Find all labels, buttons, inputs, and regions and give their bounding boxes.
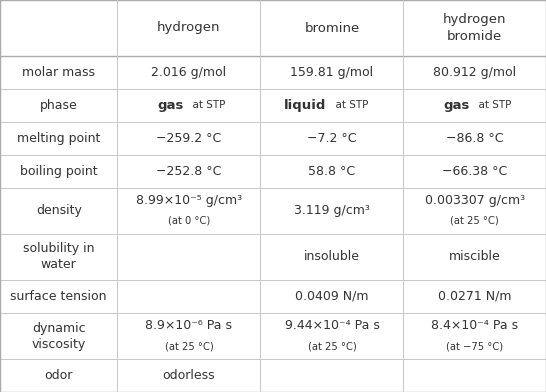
- Text: (at −75 °C): (at −75 °C): [446, 341, 503, 351]
- Text: (at 25 °C): (at 25 °C): [164, 341, 213, 351]
- Text: (at 25 °C): (at 25 °C): [307, 341, 357, 351]
- Text: at STP: at STP: [472, 100, 512, 111]
- Text: dynamic
viscosity: dynamic viscosity: [32, 321, 86, 350]
- Text: liquid: liquid: [284, 99, 327, 112]
- Text: 0.003307 g/cm³: 0.003307 g/cm³: [425, 194, 525, 207]
- Text: 9.44×10⁻⁴ Pa s: 9.44×10⁻⁴ Pa s: [284, 319, 379, 332]
- Text: odor: odor: [45, 369, 73, 382]
- Text: solubility in
water: solubility in water: [23, 242, 94, 271]
- Text: insoluble: insoluble: [304, 250, 360, 263]
- Text: 3.119 g/cm³: 3.119 g/cm³: [294, 204, 370, 217]
- Text: 159.81 g/mol: 159.81 g/mol: [290, 66, 373, 79]
- Text: surface tension: surface tension: [10, 290, 107, 303]
- Text: −252.8 °C: −252.8 °C: [156, 165, 222, 178]
- Text: odorless: odorless: [163, 369, 215, 382]
- Text: 0.0271 N/m: 0.0271 N/m: [438, 290, 512, 303]
- Text: −66.38 °C: −66.38 °C: [442, 165, 507, 178]
- Text: 8.4×10⁻⁴ Pa s: 8.4×10⁻⁴ Pa s: [431, 319, 518, 332]
- Text: 2.016 g/mol: 2.016 g/mol: [151, 66, 227, 79]
- Text: 80.912 g/mol: 80.912 g/mol: [433, 66, 517, 79]
- Text: density: density: [35, 204, 82, 217]
- Text: 8.9×10⁻⁶ Pa s: 8.9×10⁻⁶ Pa s: [145, 319, 233, 332]
- Text: at STP: at STP: [329, 100, 369, 111]
- Text: gas: gas: [443, 99, 469, 112]
- Text: 8.99×10⁻⁵ g/cm³: 8.99×10⁻⁵ g/cm³: [136, 194, 242, 207]
- Text: boiling point: boiling point: [20, 165, 98, 178]
- Text: phase: phase: [40, 99, 78, 112]
- Text: −259.2 °C: −259.2 °C: [156, 132, 222, 145]
- Text: hydrogen
bromide: hydrogen bromide: [443, 13, 507, 43]
- Text: hydrogen: hydrogen: [157, 22, 221, 34]
- Text: melting point: melting point: [17, 132, 100, 145]
- Text: (at 25 °C): (at 25 °C): [450, 216, 499, 226]
- Text: (at 0 °C): (at 0 °C): [168, 216, 210, 226]
- Text: −7.2 °C: −7.2 °C: [307, 132, 357, 145]
- Text: gas: gas: [157, 99, 183, 112]
- Text: 0.0409 N/m: 0.0409 N/m: [295, 290, 369, 303]
- Text: molar mass: molar mass: [22, 66, 95, 79]
- Text: at STP: at STP: [186, 100, 225, 111]
- Text: 58.8 °C: 58.8 °C: [308, 165, 355, 178]
- Text: miscible: miscible: [449, 250, 501, 263]
- Text: −86.8 °C: −86.8 °C: [446, 132, 503, 145]
- Text: bromine: bromine: [304, 22, 360, 34]
